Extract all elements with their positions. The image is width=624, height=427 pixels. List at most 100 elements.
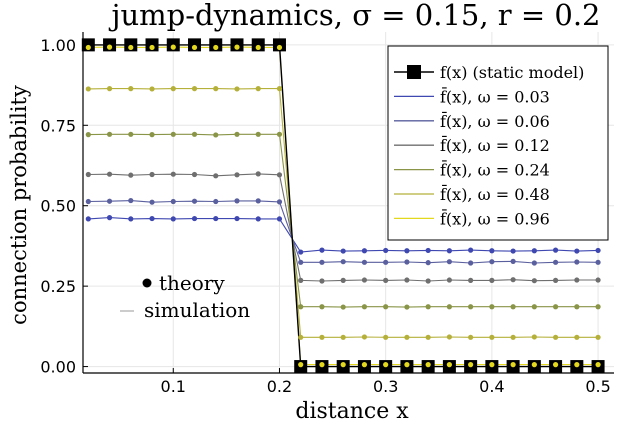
series-0-point-2	[128, 216, 134, 222]
series-1-point-15	[404, 259, 410, 265]
series-1-point-3	[149, 199, 155, 205]
series-0-point-7	[234, 215, 240, 222]
series-2-point-10	[298, 277, 304, 283]
series-2-point-9	[276, 172, 283, 178]
series-1-point-2	[128, 197, 134, 204]
annotation-theory: theory	[142, 271, 225, 295]
series-4-point-21	[531, 334, 537, 340]
series-4-point-0	[85, 86, 91, 92]
series-5-point-17	[446, 362, 452, 368]
series-0-point-4	[170, 216, 176, 222]
series-2-point-8	[255, 171, 261, 177]
series-1-point-14	[383, 259, 389, 265]
series-points	[85, 44, 601, 368]
series-1-point-6	[213, 198, 219, 205]
x-tick-label-3: 0.4	[479, 377, 504, 396]
series-2-point-6	[213, 173, 219, 179]
series-5-point-11	[319, 362, 325, 368]
series-3-point-6	[213, 132, 219, 138]
series-4-point-24	[595, 334, 601, 340]
series-2-point-3	[149, 171, 155, 178]
series-4-point-18	[468, 334, 474, 340]
series-4-point-16	[425, 334, 431, 340]
series-4-point-6	[213, 86, 219, 92]
series-5-point-9	[276, 44, 283, 51]
series-1-point-12	[340, 259, 346, 265]
series-4-point-12	[340, 334, 346, 340]
series-1-point-17	[446, 259, 452, 265]
series-2-point-23	[574, 277, 580, 283]
y-tick-label-1: 0.25	[40, 277, 76, 296]
series-0-point-18	[468, 247, 474, 253]
series-3-point-24	[595, 304, 601, 310]
legend: f(x) (static model) f̄(x), ω = 0.03 f̄(x),…	[387, 45, 609, 241]
series-3-point-14	[383, 304, 389, 310]
series-5-point-8	[255, 44, 261, 51]
series-0-point-15	[404, 248, 410, 254]
series-3-point-19	[489, 304, 495, 310]
series-3-point-11	[319, 304, 325, 310]
series-1-point-11	[319, 259, 325, 265]
series-2-point-4	[170, 171, 176, 177]
series-0-point-19	[489, 248, 495, 254]
series-2-point-2	[128, 172, 134, 178]
legend-box	[387, 45, 609, 241]
series-0-point-21	[531, 248, 537, 254]
series-4-point-20	[510, 334, 516, 340]
series-5-point-12	[340, 362, 346, 368]
series-5-point-18	[468, 362, 474, 368]
series-5-point-4	[170, 44, 176, 50]
x-tick-label-1: 0.2	[267, 377, 292, 396]
series-2-point-1	[106, 171, 113, 177]
series-2-point-13	[361, 277, 368, 283]
y-axis-label: connection probability	[7, 85, 31, 325]
series-3-point-13	[361, 304, 368, 310]
theory-marker	[142, 278, 152, 288]
y-tick-label-4: 1.00	[40, 36, 76, 55]
series-2-point-16	[425, 278, 431, 284]
series-2-point-24	[595, 277, 601, 283]
series-0-point-8	[255, 216, 261, 222]
series-4-point-19	[489, 334, 495, 340]
series-1-point-8	[255, 198, 261, 204]
series-1-point-7	[234, 198, 240, 204]
series-2-point-22	[552, 277, 559, 283]
y-tick-label-0: 0.00	[40, 358, 76, 377]
series-1-point-4	[170, 198, 176, 205]
series-1-point-13	[361, 259, 368, 265]
series-0-point-11	[319, 247, 325, 253]
series-3-point-7	[234, 131, 240, 137]
series-5-point-3	[149, 44, 155, 51]
series-4-point-7	[234, 86, 240, 92]
series-3-point-17	[446, 304, 452, 310]
series-0-point-1	[106, 215, 113, 221]
series-3-point-0	[85, 132, 91, 138]
series-2-point-20	[510, 277, 516, 283]
series-4-point-13	[361, 334, 368, 340]
series-5-point-21	[531, 362, 537, 368]
series-5-point-0	[85, 44, 91, 51]
axis-ticks: 0.1 0.2 0.3 0.4 0.5 0.00 0.25 0.50 0.75 1.00	[40, 36, 610, 396]
series-1-point-20	[510, 258, 516, 264]
series-1-point-10	[298, 259, 304, 265]
legend-label-3: f̄(x), ω = 0.24	[440, 158, 550, 179]
series-4-point-9	[276, 86, 283, 92]
series-5-point-1	[106, 44, 113, 50]
series-3-point-22	[552, 304, 559, 310]
series-0-point-12	[340, 248, 346, 254]
series-5-point-6	[213, 44, 219, 51]
legend-label-0: f̄(x), ω = 0.03	[440, 85, 550, 106]
series-1-point-0	[85, 198, 91, 205]
series-4-point-23	[574, 334, 580, 340]
series-2-point-0	[85, 171, 91, 178]
series-1-point-22	[552, 259, 559, 265]
series-0-point-13	[361, 248, 368, 254]
series-2-point-12	[340, 277, 346, 283]
chart-title: jump-dynamics, σ = 0.15, r = 0.2	[108, 0, 600, 32]
series-4-point-22	[552, 334, 559, 340]
series-1-point-16	[425, 260, 431, 266]
series-5-point-19	[489, 362, 495, 368]
series-3-point-3	[149, 132, 155, 138]
series-3-point-16	[425, 304, 431, 310]
series-5-point-15	[404, 362, 410, 368]
